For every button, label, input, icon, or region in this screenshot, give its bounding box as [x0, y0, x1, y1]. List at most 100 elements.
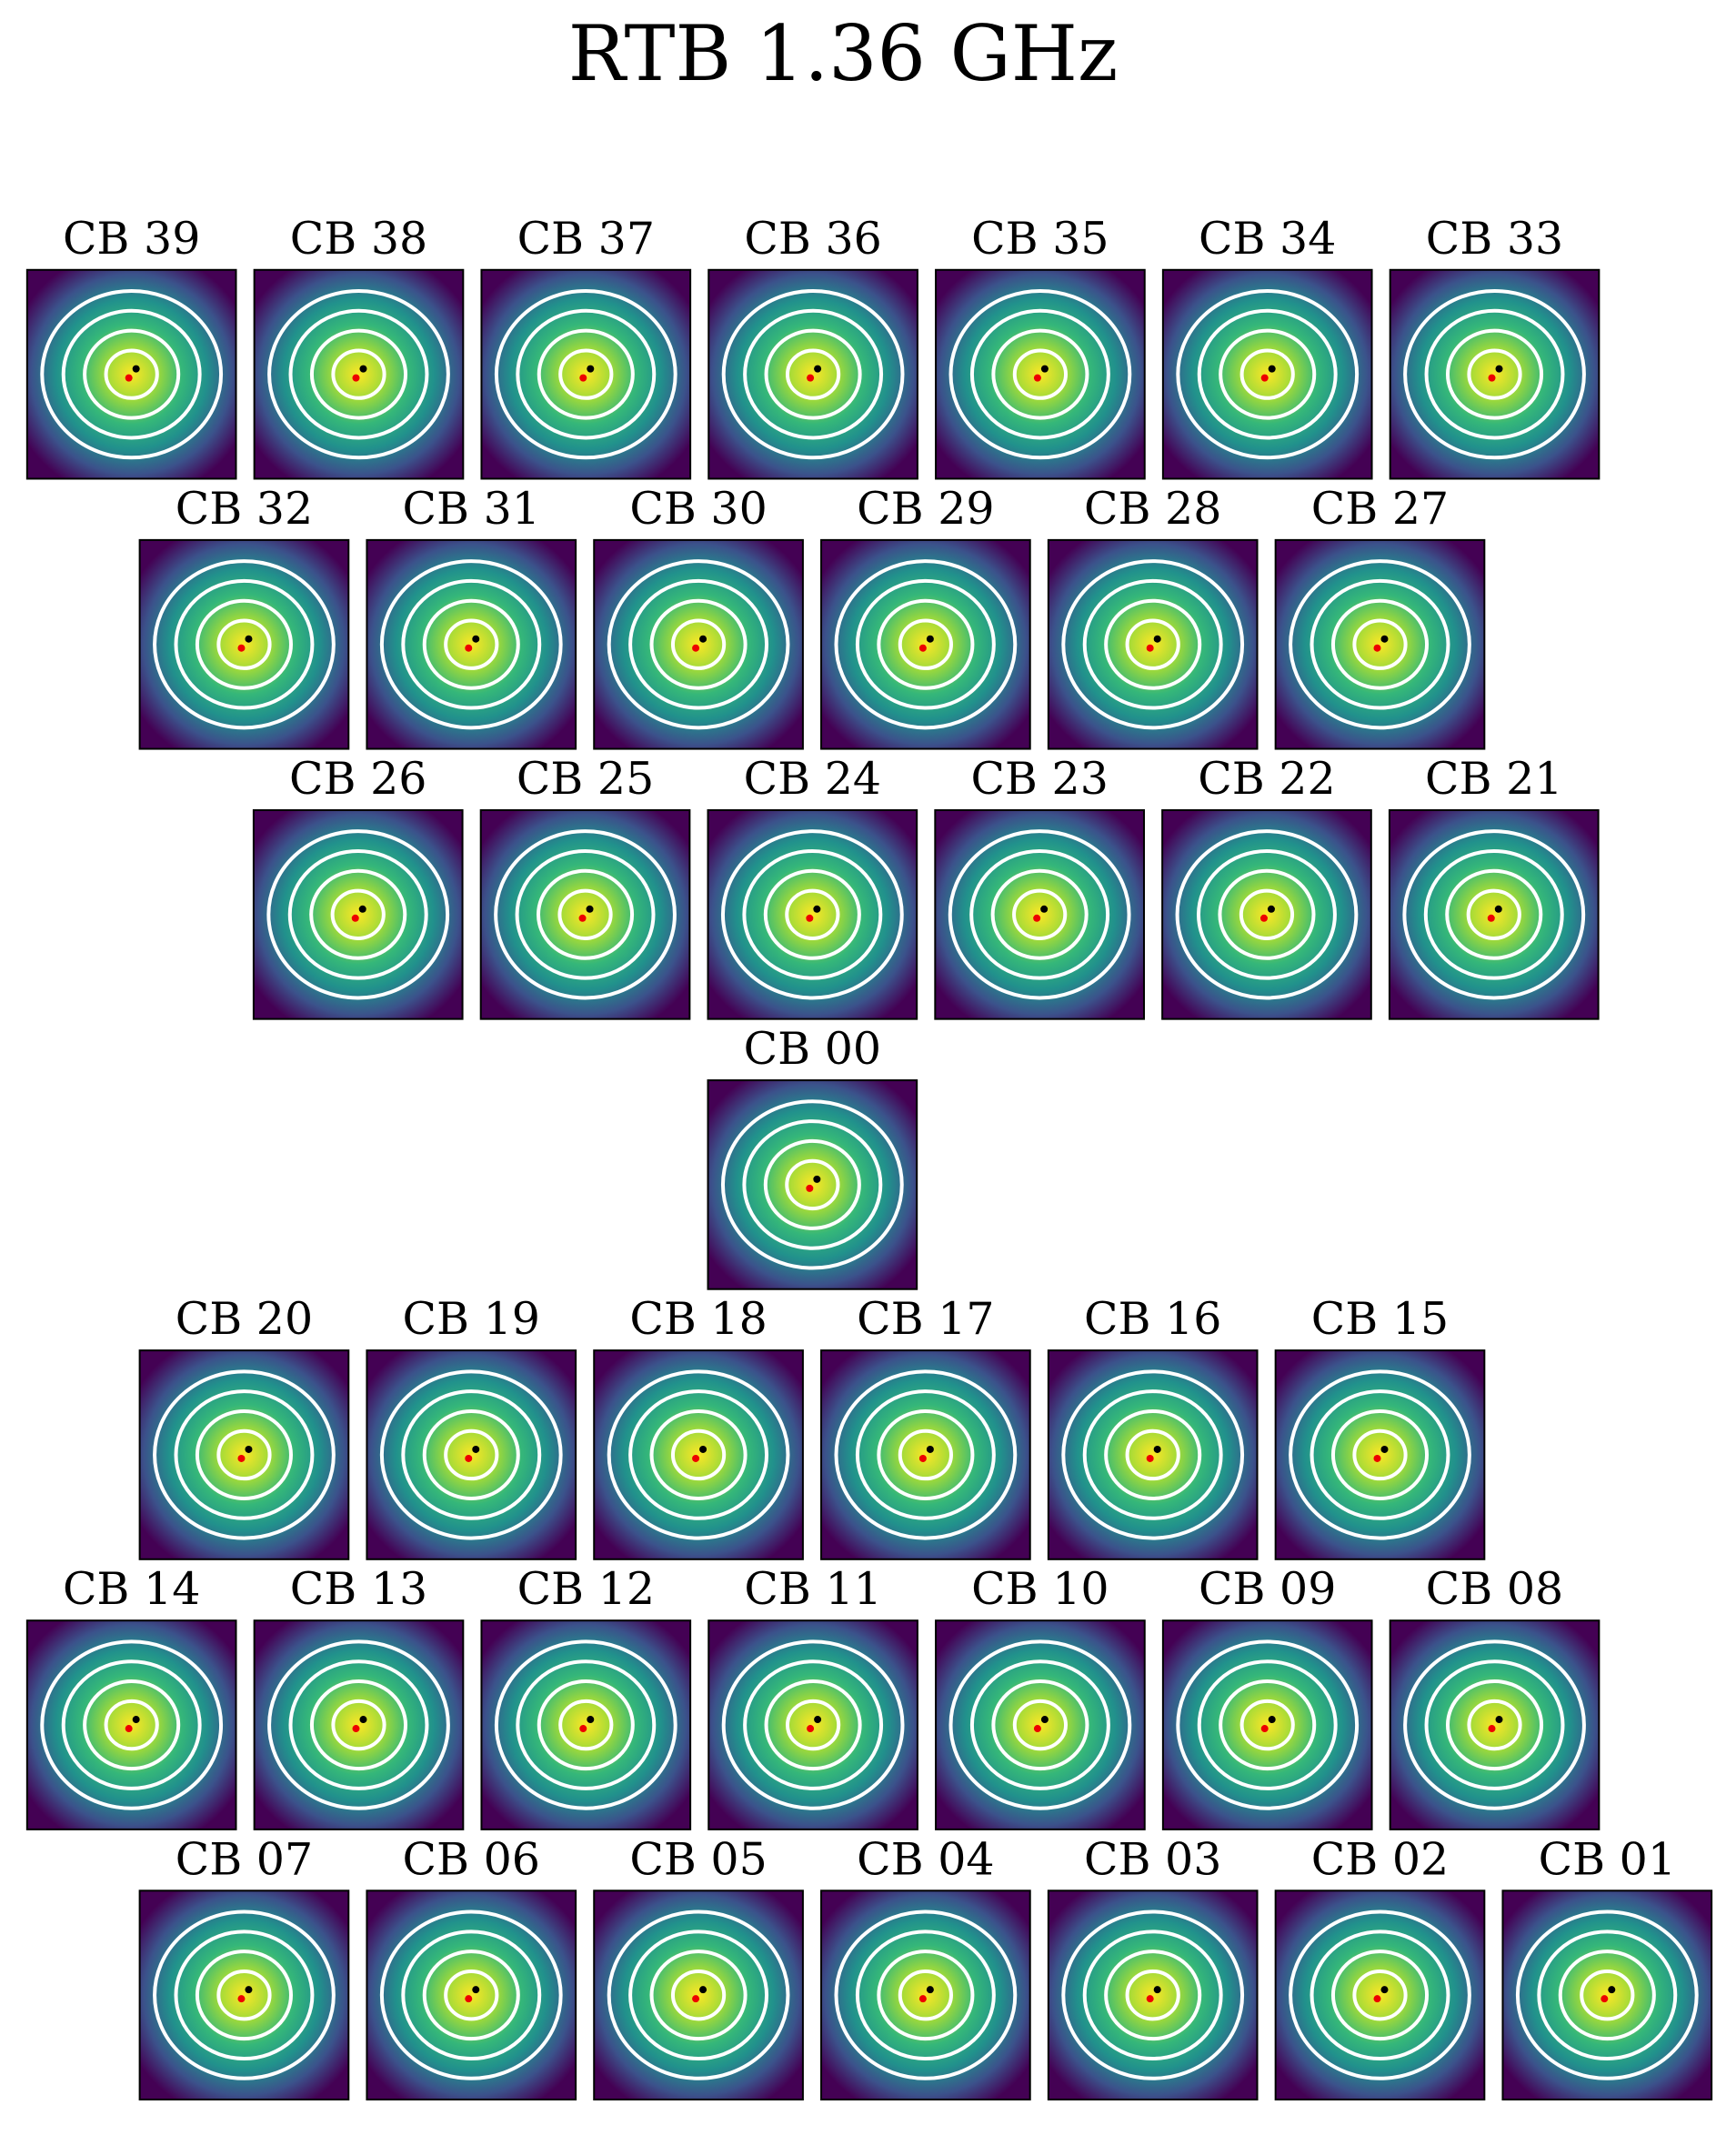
fit-center — [1260, 1725, 1269, 1733]
contour — [1104, 598, 1202, 690]
beam-panel: CB 02 — [1274, 1833, 1486, 2100]
contour — [628, 1930, 769, 2060]
beam-center — [699, 635, 707, 643]
panel-frame — [1047, 1349, 1259, 1560]
panel-label: CB 13 — [290, 1563, 427, 1615]
contour — [969, 1659, 1110, 1790]
panel-frame — [707, 268, 918, 480]
beam-panel: CB 00 — [707, 1023, 918, 1290]
panel-label: CB 35 — [971, 213, 1109, 265]
panel-label: CB 07 — [176, 1833, 313, 1885]
beam-image — [26, 1620, 236, 1829]
contour — [1176, 1639, 1360, 1810]
beam-center — [814, 1716, 822, 1724]
contour — [1104, 1408, 1202, 1500]
panel-frame — [935, 1619, 1146, 1830]
contour — [1310, 578, 1450, 710]
beam-panel: CB 18 — [593, 1293, 804, 1560]
beam-center — [472, 1986, 480, 1994]
panel-frame — [479, 808, 691, 1020]
contour — [969, 308, 1110, 440]
panel-label: CB 22 — [1198, 753, 1335, 805]
panel-label: CB 08 — [1426, 1563, 1563, 1615]
contour — [174, 1930, 315, 2060]
beam-panel: CB 13 — [253, 1563, 465, 1830]
contour — [969, 848, 1110, 980]
contour — [153, 1909, 336, 2080]
contour — [721, 1639, 905, 1810]
contour — [153, 1369, 336, 1540]
panel-frame — [593, 1349, 804, 1560]
panel-frame — [1389, 268, 1601, 480]
contour — [195, 1950, 293, 2041]
contour — [607, 559, 790, 730]
panel-frame — [1389, 1619, 1601, 1830]
panel-label: CB 23 — [970, 753, 1108, 805]
contour — [628, 578, 769, 710]
panel-label: CB 16 — [1084, 1293, 1221, 1345]
contour — [288, 1659, 429, 1790]
beam-panel: CB 15 — [1274, 1293, 1486, 1560]
contour — [1197, 1659, 1338, 1790]
beam-center — [926, 635, 934, 643]
fit-center — [352, 374, 360, 382]
panel-frame — [480, 1619, 692, 1830]
contour — [536, 868, 635, 960]
beam-center — [1380, 1986, 1389, 1994]
contour — [1466, 888, 1521, 940]
beam-panel: CB 19 — [366, 1293, 577, 1560]
contour — [991, 328, 1089, 420]
beam-image — [366, 1350, 577, 1559]
beam-panel: CB 16 — [1047, 1293, 1259, 1560]
panel-frame — [1274, 1889, 1486, 2100]
contour — [1330, 1950, 1430, 2041]
beam-center — [699, 1445, 707, 1453]
beam-image — [139, 1890, 349, 2100]
panel-label: CB 04 — [857, 1833, 994, 1885]
panel-label: CB 06 — [403, 1833, 540, 1885]
contour — [855, 1930, 996, 2060]
beam-center — [813, 1175, 821, 1183]
beam-image — [1162, 269, 1372, 479]
beam-panel: CB 35 — [935, 213, 1146, 480]
panel-frame — [1274, 1349, 1486, 1560]
beam-image — [594, 539, 803, 749]
contour — [1467, 1699, 1522, 1751]
panel-frame — [707, 1079, 918, 1290]
panel-label: CB 37 — [517, 213, 655, 265]
contour — [61, 1659, 202, 1790]
contour — [195, 598, 293, 690]
contour — [1176, 288, 1360, 460]
contour — [877, 598, 975, 690]
beam-panel: CB 31 — [366, 483, 577, 750]
contour — [1352, 618, 1408, 670]
beam-center — [1040, 905, 1049, 913]
beam-panel: CB 07 — [138, 1833, 350, 2100]
fit-center — [237, 644, 246, 652]
panel-frame — [366, 538, 577, 750]
contour — [948, 288, 1132, 460]
fit-center — [125, 1725, 133, 1733]
panel-label: CB 26 — [289, 753, 426, 805]
contour — [1515, 1909, 1699, 2080]
beam-image — [139, 1350, 349, 1559]
contour — [309, 328, 408, 420]
panel-label: CB 02 — [1311, 1833, 1449, 1885]
beam-panel: CB 01 — [1501, 1833, 1713, 2100]
beam-center — [359, 1716, 367, 1724]
beam-center — [132, 1716, 140, 1724]
beam-image — [594, 1350, 803, 1559]
panel-frame — [252, 808, 464, 1020]
contour — [670, 1969, 727, 2021]
contour — [1219, 328, 1317, 420]
beam-panel: CB 25 — [479, 753, 691, 1020]
panel-frame — [25, 1619, 237, 1830]
fit-center — [918, 1454, 927, 1462]
contour — [401, 1930, 542, 2060]
panel-label: CB 28 — [1084, 483, 1221, 535]
contour — [1310, 1389, 1450, 1520]
beam-image — [366, 539, 577, 749]
contour — [216, 1428, 272, 1481]
beam-image — [708, 1620, 918, 1829]
